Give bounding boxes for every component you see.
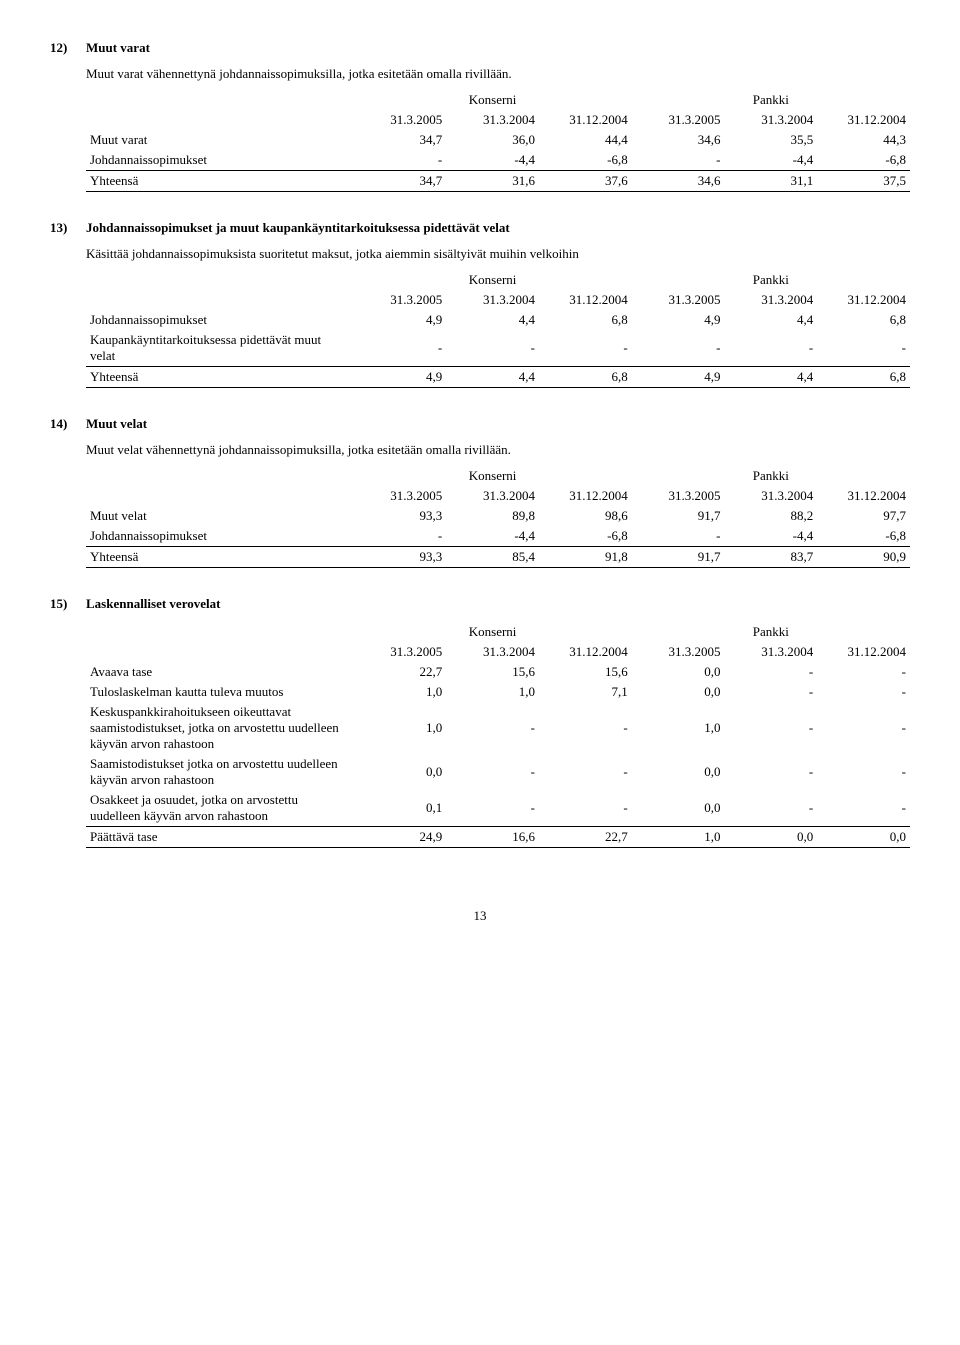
section-15-title: Laskennalliset verovelat: [86, 596, 220, 612]
section-12: 12) Muut varat Muut varat vähennettynä j…: [50, 40, 910, 192]
group-konserni: Konserni: [353, 90, 631, 110]
group-pankki: Pankki: [632, 466, 910, 486]
section-12-subtext: Muut varat vähennettynä johdannaissopimu…: [86, 66, 910, 82]
table-group-header: Konserni Pankki: [86, 90, 910, 110]
table-total-row: Päättävä tase 24,9 16,6 22,7 1,0 0,0 0,0: [86, 827, 910, 848]
table-row: Kaupankäyntitarkoituksessa pidettävät mu…: [86, 330, 910, 367]
section-15: 15) Laskennalliset verovelat Konserni Pa…: [50, 596, 910, 848]
section-14-title: Muut velat: [86, 416, 147, 432]
section-14: 14) Muut velat Muut velat vähennettynä j…: [50, 416, 910, 568]
section-15-num: 15): [50, 596, 86, 612]
group-pankki: Pankki: [632, 270, 910, 290]
section-14-table: Konserni Pankki 31.3.2005 31.3.2004 31.1…: [86, 466, 910, 568]
group-konserni: Konserni: [353, 622, 631, 642]
section-12-title: Muut varat: [86, 40, 150, 56]
table-row: Johdannaissopimukset - -4,4 -6,8 - -4,4 …: [86, 150, 910, 171]
section-12-body: Muut varat vähennettynä johdannaissopimu…: [86, 66, 910, 192]
table-row: Muut varat 34,7 36,0 44,4 34,6 35,5 44,3: [86, 130, 910, 150]
section-12-num: 12): [50, 40, 86, 56]
table-row: Johdannaissopimukset - -4,4 -6,8 - -4,4 …: [86, 526, 910, 547]
section-13-table: Konserni Pankki 31.3.2005 31.3.2004 31.1…: [86, 270, 910, 388]
section-13-body: Käsittää johdannaissopimuksista suoritet…: [86, 246, 910, 388]
section-12-table: Konserni Pankki 31.3.2005 31.3.2004 31.1…: [86, 90, 910, 192]
section-13-num: 13): [50, 220, 86, 236]
section-13-subtext: Käsittää johdannaissopimuksista suoritet…: [86, 246, 910, 262]
section-15-header: 15) Laskennalliset verovelat: [50, 596, 910, 612]
group-pankki: Pankki: [632, 90, 910, 110]
table-group-header: Konserni Pankki: [86, 466, 910, 486]
table-row: Osakkeet ja osuudet, jotka on arvostettu…: [86, 790, 910, 827]
table-row: Avaava tase 22,7 15,6 15,6 0,0 - -: [86, 662, 910, 682]
table-total-row: Yhteensä 93,3 85,4 91,8 91,7 83,7 90,9: [86, 547, 910, 568]
table-group-header: Konserni Pankki: [86, 622, 910, 642]
table-row: Johdannaissopimukset 4,9 4,4 6,8 4,9 4,4…: [86, 310, 910, 330]
table-row: Saamistodistukset jotka on arvostettu uu…: [86, 754, 910, 790]
section-14-header: 14) Muut velat: [50, 416, 910, 432]
section-15-table: Konserni Pankki 31.3.2005 31.3.2004 31.1…: [86, 622, 910, 848]
section-14-body: Muut velat vähennettynä johdannaissopimu…: [86, 442, 910, 568]
section-13-title: Johdannaissopimukset ja muut kaupankäynt…: [86, 220, 510, 236]
section-15-body: Konserni Pankki 31.3.2005 31.3.2004 31.1…: [86, 622, 910, 848]
table-col-header: 31.3.2005 31.3.2004 31.12.2004 31.3.2005…: [86, 486, 910, 506]
table-row: Muut velat 93,3 89,8 98,6 91,7 88,2 97,7: [86, 506, 910, 526]
table-col-header: 31.3.2005 31.3.2004 31.12.2004 31.3.2005…: [86, 110, 910, 130]
table-total-row: Yhteensä 4,9 4,4 6,8 4,9 4,4 6,8: [86, 367, 910, 388]
table-group-header: Konserni Pankki: [86, 270, 910, 290]
section-13: 13) Johdannaissopimukset ja muut kaupank…: [50, 220, 910, 388]
table-col-header: 31.3.2005 31.3.2004 31.12.2004 31.3.2005…: [86, 290, 910, 310]
page-number: 13: [50, 908, 910, 924]
section-13-header: 13) Johdannaissopimukset ja muut kaupank…: [50, 220, 910, 236]
section-12-header: 12) Muut varat: [50, 40, 910, 56]
table-col-header: 31.3.2005 31.3.2004 31.12.2004 31.3.2005…: [86, 642, 910, 662]
group-pankki: Pankki: [632, 622, 910, 642]
section-14-subtext: Muut velat vähennettynä johdannaissopimu…: [86, 442, 910, 458]
table-row: Keskuspankkirahoitukseen oikeuttavat saa…: [86, 702, 910, 754]
section-14-num: 14): [50, 416, 86, 432]
table-total-row: Yhteensä 34,7 31,6 37,6 34,6 31,1 37,5: [86, 171, 910, 192]
group-konserni: Konserni: [353, 270, 631, 290]
table-row: Tuloslaskelman kautta tuleva muutos 1,0 …: [86, 682, 910, 702]
group-konserni: Konserni: [353, 466, 631, 486]
